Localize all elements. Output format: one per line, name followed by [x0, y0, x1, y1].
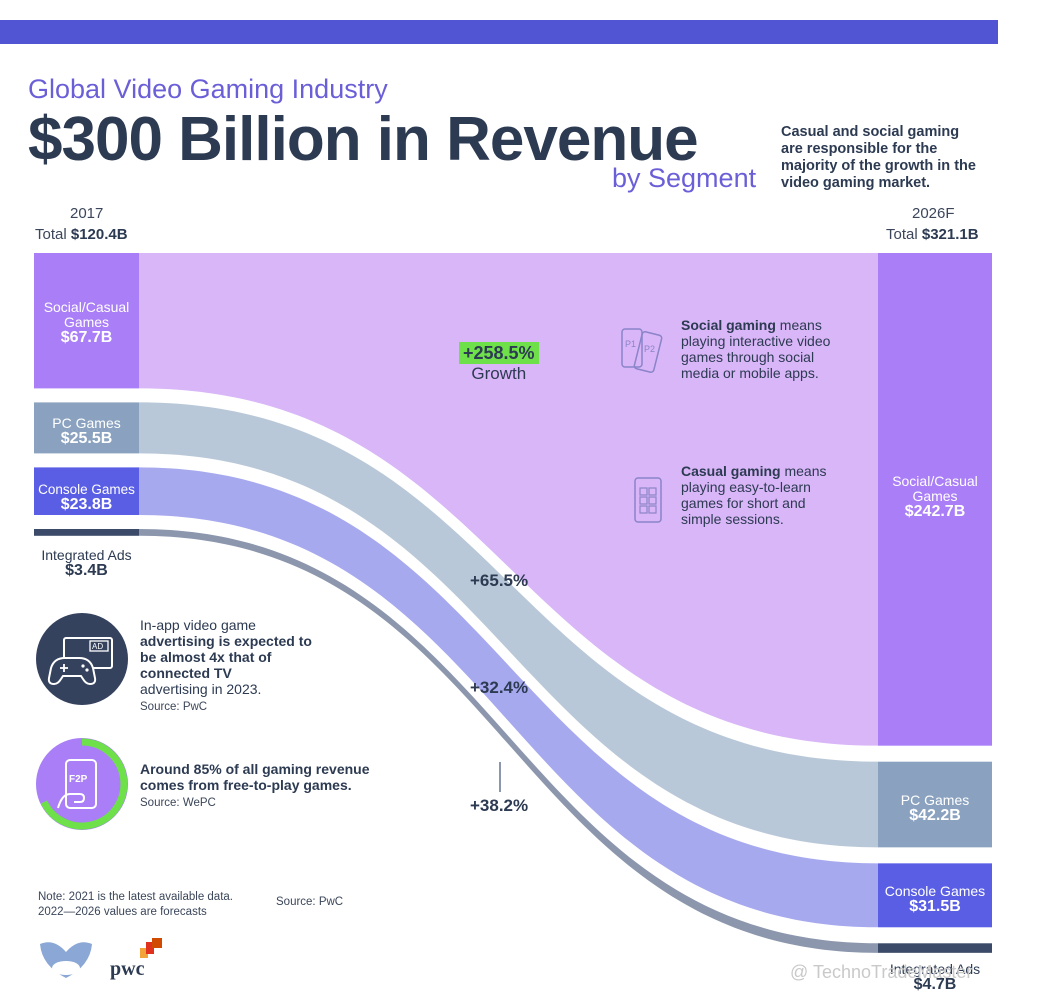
right-label-ads: Integrated Ads $4.7B [889, 961, 981, 993]
p1-label: P1 [625, 339, 636, 349]
tv-controller-icon: AD [36, 613, 128, 705]
growth-social-badge: +258.5% [459, 342, 539, 364]
phones-icon: P1 P2 [621, 328, 663, 373]
growth-social: +258.5% Growth [459, 342, 539, 384]
f2p-label: F2P [69, 774, 88, 785]
casual-gaming-note: Casual gaming means playing easy-to-lear… [681, 463, 827, 527]
intro-text: Casual and social gaming are responsible… [781, 124, 976, 191]
left-label-console: Console Games $23.8B [38, 482, 135, 513]
bar-2026-social [878, 253, 992, 746]
right-year-label: 2026F [912, 205, 955, 222]
mobile-puzzle-icon [634, 477, 662, 523]
flow-console [139, 467, 878, 928]
right-label-console: Console Games $31.5B [884, 883, 986, 915]
left-label-ads: Integrated Ads $3.4B [41, 547, 132, 579]
growth-pc: +65.5% [470, 571, 529, 590]
flow-social [139, 253, 878, 746]
top-accent-bar [0, 20, 998, 44]
visual-capitalist-logo [40, 942, 92, 978]
footnote: Note: 2021 is the latest available data.… [38, 891, 233, 918]
bar-2026-console [878, 863, 992, 928]
ads-note: In-app video game advertising is expecte… [140, 617, 312, 713]
bar-2026-pc [878, 761, 992, 848]
growth-social-word: Growth [471, 364, 527, 383]
right-label-social: Social/Casual Games $242.7B [892, 473, 978, 520]
flow-pc [139, 402, 878, 848]
ad-label: AD [92, 642, 103, 651]
left-total: Total $120.4B [35, 226, 128, 243]
flow-ads [139, 529, 878, 953]
bar-2017-social [34, 253, 139, 389]
chart-subtitle: by Segment [612, 163, 757, 193]
p2-label: P2 [644, 344, 655, 354]
left-label-social: Social/Casual Games $67.7B [43, 299, 130, 346]
watermark: @ TechnoTradeMaster [790, 962, 973, 982]
growth-console: +32.4% [470, 678, 529, 697]
pwc-logo-mark [140, 938, 162, 958]
right-label-pc: PC Games $42.2B [900, 792, 970, 824]
f2p-note: Around 85% of all gaming revenue comes f… [140, 761, 370, 809]
chart-title: $300 Billion in Revenue [28, 105, 699, 174]
footer-source: Source: PwC [276, 896, 344, 908]
bar-2017-pc [34, 402, 139, 454]
f2p-phone-icon: F2P [36, 738, 128, 830]
left-label-pc: PC Games $25.5B [52, 415, 121, 447]
bar-2026-ads [878, 943, 992, 953]
left-year-label: 2017 [70, 205, 104, 222]
bar-2017-console [34, 467, 139, 515]
pwc-logo-text: pwc [110, 958, 145, 980]
right-total: Total $321.1B [886, 226, 979, 243]
chart-supertitle: Global Video Gaming Industry [28, 74, 388, 104]
growth-ads: +38.2% [470, 796, 529, 815]
social-gaming-note: Social gaming means playing interactive … [681, 317, 831, 381]
bar-2017-ads [34, 529, 139, 536]
